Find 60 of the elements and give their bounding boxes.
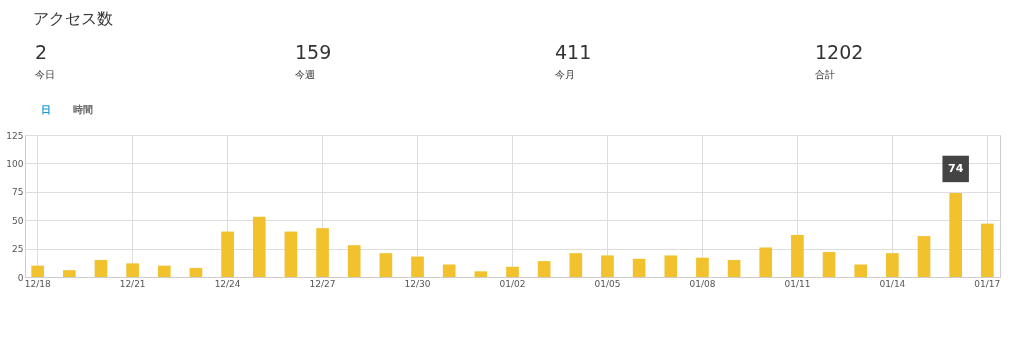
bar	[696, 257, 709, 277]
bar	[506, 266, 519, 277]
bar	[252, 216, 266, 277]
y-tick-label: 25	[12, 244, 24, 255]
y-tick-label: 50	[12, 215, 24, 226]
bar	[62, 270, 76, 277]
chart-title: アクセス数	[33, 9, 113, 28]
bar	[31, 265, 44, 277]
x-tick-label: 12/21	[119, 278, 146, 289]
text: 今月	[555, 69, 575, 80]
bar	[157, 265, 171, 277]
bar	[537, 261, 551, 277]
bar	[569, 253, 583, 277]
bar	[316, 228, 329, 277]
bar	[664, 255, 678, 277]
text: 今週	[295, 69, 315, 80]
text: 合計	[815, 69, 835, 80]
bar	[474, 271, 488, 277]
x-tick-label: 12/18	[24, 278, 51, 289]
bar	[601, 255, 614, 277]
bar	[854, 264, 868, 277]
bar	[442, 264, 456, 277]
bar	[759, 247, 773, 277]
x-tick-label: 01/05	[594, 278, 621, 289]
bar	[917, 236, 931, 277]
y-tick-label: 125	[6, 130, 24, 141]
annotation: 74	[948, 161, 964, 175]
x-tick-label: 12/27	[309, 278, 336, 289]
bar	[791, 234, 804, 277]
y-tick-label: 75	[12, 187, 24, 198]
bar	[126, 263, 139, 277]
bar	[822, 252, 836, 277]
bar	[379, 253, 393, 277]
bar	[632, 258, 646, 277]
y-tick-label: 0	[17, 272, 24, 283]
bar	[949, 192, 963, 277]
x-tick-label: 01/11	[784, 278, 811, 289]
text: 159	[295, 41, 332, 63]
x-tick-label: 01/08	[689, 278, 716, 289]
bar	[189, 267, 203, 277]
text: 2	[35, 41, 48, 63]
x-tick-label: 12/30	[404, 278, 431, 289]
text: 411	[555, 41, 592, 63]
bar	[94, 259, 108, 277]
bar	[981, 223, 994, 277]
text: 今日	[35, 69, 55, 80]
bar	[886, 253, 899, 277]
bar	[221, 231, 234, 277]
bar	[284, 231, 298, 277]
x-tick-label: 01/02	[499, 278, 526, 289]
x-tick-label: 12/24	[214, 278, 241, 289]
text: 時間	[73, 104, 93, 115]
bar	[411, 256, 424, 277]
text: 日	[41, 104, 51, 115]
text: 1202	[815, 41, 864, 63]
x-tick-label: 01/14	[879, 278, 906, 289]
bar	[727, 259, 741, 277]
y-tick-label: 100	[6, 158, 24, 169]
bar	[347, 245, 361, 277]
x-tick-label: 01/17	[974, 278, 1001, 289]
